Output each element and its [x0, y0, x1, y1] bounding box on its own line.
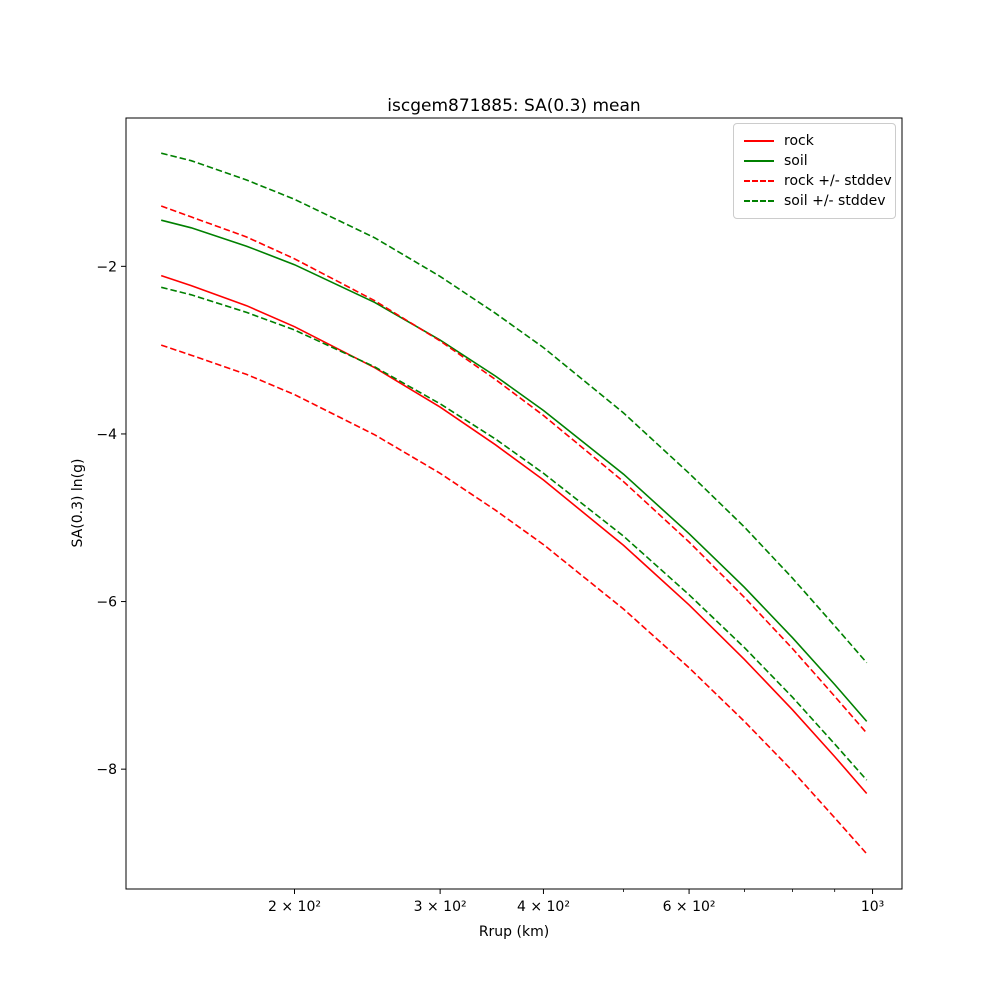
- series-soil-stddev-lower: [161, 286, 868, 781]
- legend-label: soil: [784, 153, 808, 169]
- legend: rock soil rock +/- stddev soil +/- stddev: [733, 123, 896, 219]
- legend-row-rock: rock: [744, 131, 885, 151]
- legend-line-sample: [744, 140, 774, 142]
- legend-line-sample: [744, 180, 774, 182]
- legend-row-soil: soil: [744, 151, 885, 171]
- x-tick-label: 4 × 10²: [517, 899, 570, 915]
- legend-label: soil +/- stddev: [784, 193, 886, 209]
- legend-label: rock +/- stddev: [784, 173, 892, 189]
- x-axis-label: Rrup (km): [478, 924, 550, 940]
- y-tick-label: −8: [96, 762, 117, 778]
- series-rock-stddev-upper: [160, 205, 868, 734]
- x-tick-label: 10³: [861, 899, 884, 915]
- y-axis-label: SA(0.3) ln(g): [70, 458, 86, 548]
- series-soil: [161, 219, 868, 722]
- legend-row-rock-stddev: rock +/- stddev: [744, 171, 892, 191]
- x-tick-label: 3 × 10²: [414, 899, 467, 915]
- y-tick-label: −4: [96, 427, 117, 443]
- x-tick-label: 2 × 10²: [268, 899, 321, 915]
- series-rock: [160, 274, 868, 795]
- legend-row-soil-stddev: soil +/- stddev: [744, 191, 886, 211]
- legend-line-sample: [744, 200, 774, 202]
- axes-spines: [125, 117, 903, 890]
- series-rock-stddev-lower: [160, 344, 868, 855]
- legend-line-sample: [744, 160, 774, 162]
- y-tick-label: −2: [96, 259, 117, 275]
- y-tick-label: −6: [96, 595, 117, 611]
- chart-title: iscgem871885: SA(0.3) mean: [387, 96, 641, 116]
- series-soil-stddev-upper: [161, 152, 868, 664]
- legend-label: rock: [784, 133, 814, 149]
- x-tick-label: 6 × 10²: [663, 899, 716, 915]
